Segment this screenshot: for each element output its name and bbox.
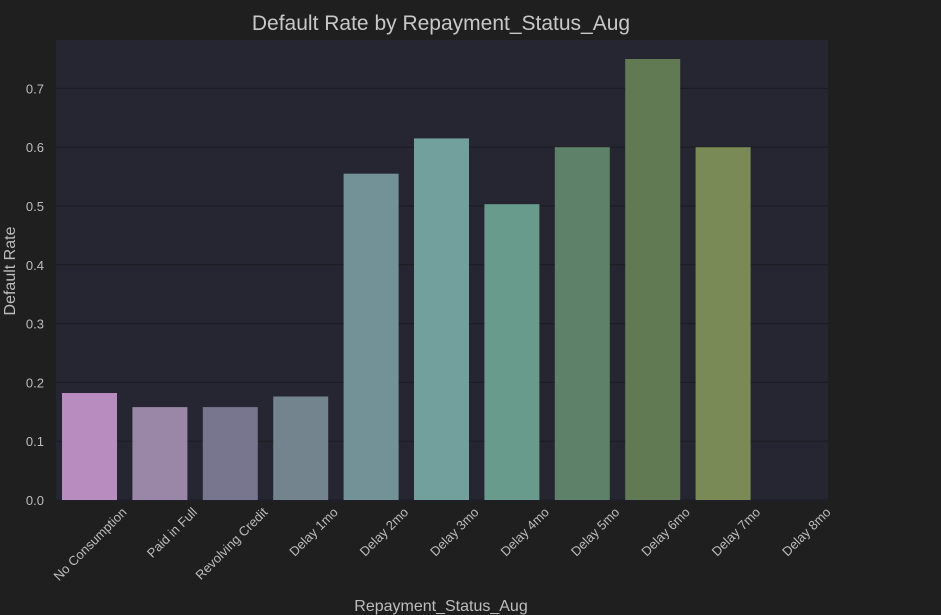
bar <box>414 138 469 500</box>
bar <box>554 147 610 500</box>
x-tick-label: Delay 2mo <box>357 505 412 560</box>
x-tick-label: Delay 8mo <box>779 505 834 560</box>
x-tick-label: Delay 6mo <box>638 505 693 560</box>
bar <box>273 396 329 500</box>
bar <box>132 407 188 500</box>
x-tick-label: Delay 3mo <box>427 505 482 560</box>
x-axis-label: Repayment_Status_Aug <box>354 598 527 615</box>
chart-title: Default Rate by Repayment_Status_Aug <box>252 12 630 35</box>
x-tick-label: Delay 7mo <box>709 505 764 560</box>
x-tick-label: No Consumption <box>51 505 130 584</box>
bar <box>625 59 681 500</box>
y-tick-label: 0.7 <box>26 81 44 96</box>
y-tick-label: 0.6 <box>26 140 44 155</box>
y-tick-label: 0.3 <box>26 317 44 332</box>
bar <box>202 407 258 500</box>
y-tick-label: 0.5 <box>26 199 44 214</box>
bars <box>62 59 751 500</box>
y-tick-label: 0.2 <box>26 375 44 390</box>
y-axis-label: Default Rate <box>2 226 19 315</box>
x-tick-label: Delay 4mo <box>497 505 552 560</box>
bar <box>484 204 540 500</box>
bar <box>62 393 117 500</box>
x-tick-label: Delay 1mo <box>286 505 341 560</box>
bar <box>343 173 399 500</box>
x-tick-label: Revolving Credit <box>192 504 270 582</box>
x-tick-label: Paid in Full <box>144 504 200 560</box>
x-tick-label: Delay 5mo <box>568 505 623 560</box>
bar <box>695 147 751 500</box>
y-tick-label: 0.4 <box>26 258 44 273</box>
y-tick-label: 0.0 <box>26 493 44 508</box>
y-tick-label: 0.1 <box>26 434 44 449</box>
y-tick-labels: 0.0 0.1 0.2 0.3 0.4 0.5 0.6 0.7 <box>26 81 44 508</box>
